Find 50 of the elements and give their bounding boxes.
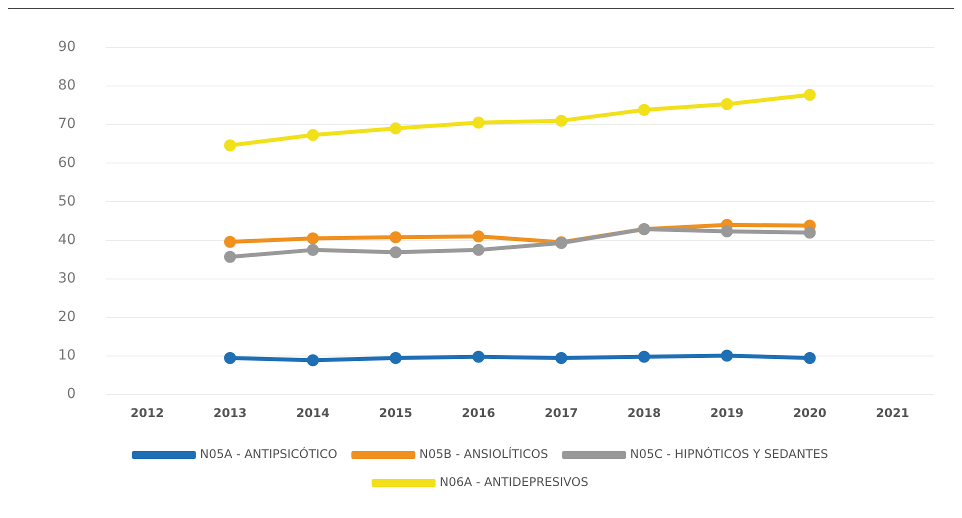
point <box>306 128 319 141</box>
y-tick-label: 40 <box>58 232 76 248</box>
point <box>390 231 402 244</box>
x-tick-label: 2012 <box>130 406 164 420</box>
x-tick-label: 2013 <box>213 406 247 420</box>
point <box>224 236 236 248</box>
y-tick-label: 30 <box>58 270 76 287</box>
point <box>472 244 484 256</box>
point <box>306 244 319 256</box>
legend-label: N05C - HIPNÓTICOS Y SEDANTES <box>630 446 828 462</box>
x-tick-label: 2015 <box>378 406 412 420</box>
x-tick-label: 2021 <box>876 406 910 420</box>
y-tick-label: 60 <box>58 154 76 171</box>
y-tick-label: 0 <box>66 386 76 402</box>
y-tick-label: 50 <box>58 193 76 210</box>
y-tick-label: 80 <box>58 78 76 94</box>
point <box>390 122 402 134</box>
point <box>555 352 568 364</box>
point <box>306 354 319 366</box>
point <box>472 350 484 363</box>
y-tick-label: 20 <box>58 309 76 326</box>
point <box>804 352 816 364</box>
point <box>804 226 816 239</box>
point <box>224 250 236 263</box>
x-tick-label: 2014 <box>296 406 330 420</box>
point <box>720 350 733 362</box>
point <box>472 230 484 242</box>
x-tick-label: 2020 <box>793 406 826 420</box>
point <box>638 104 650 116</box>
point <box>472 116 484 129</box>
point <box>390 246 402 258</box>
point <box>224 352 236 364</box>
point <box>555 114 568 127</box>
y-tick-label: 90 <box>58 39 76 56</box>
legend-label: N05A - ANTIPSICÓTICO <box>200 446 338 462</box>
legend-label: N06A - ANTIDEPRESIVOS <box>440 475 588 490</box>
point <box>224 139 236 152</box>
x-tick-label: 2016 <box>462 406 496 420</box>
legend-label: N05B - ANSIOLÍTICOS <box>419 446 548 462</box>
point <box>720 225 733 238</box>
x-tick-label: 2018 <box>627 406 661 420</box>
x-tick-label: 2017 <box>544 406 578 420</box>
point <box>390 352 402 364</box>
point <box>638 350 650 363</box>
x-tick-label: 2019 <box>710 406 744 420</box>
y-tick-label: 10 <box>58 348 76 364</box>
point <box>720 98 733 110</box>
point <box>306 232 319 244</box>
y-tick-label: 70 <box>58 116 76 132</box>
point <box>804 88 816 101</box>
